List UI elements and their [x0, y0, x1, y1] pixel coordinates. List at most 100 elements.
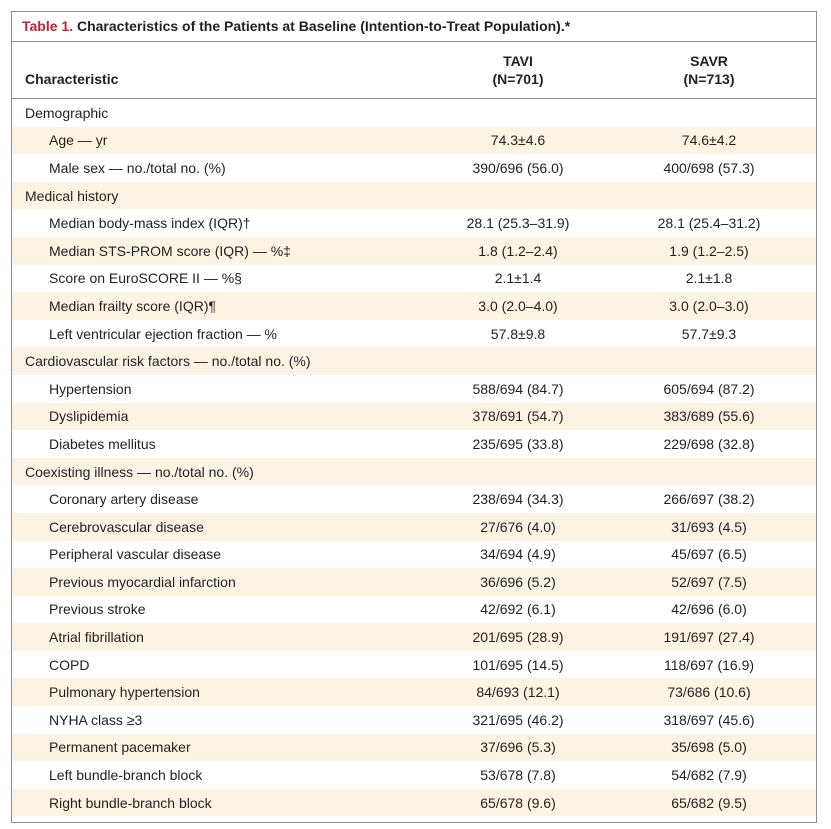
table-row: NYHA class ≥3 321/695 (46.2) 318/697 (45.6… [12, 706, 816, 734]
tavi-value: 3.0 (2.0–4.0) [478, 297, 558, 314]
savr-value: 1.9 (1.2–2.5) [669, 242, 749, 259]
table-row: Peripheral vascular disease 34/694 (4.9) 4… [12, 541, 816, 569]
table-row: Permanent pacemaker 37/696 (5.3) 35/698 (5… [12, 733, 816, 762]
row-label: Diabetes mellitus [49, 435, 156, 452]
row-label: Age — yr [49, 132, 108, 149]
tavi-value: 378/691 (54.7) [472, 408, 564, 425]
savr-value: 57.7±9.3 [681, 325, 737, 342]
tavi-value: 37/696 (5.3) [480, 739, 556, 756]
row-label: Hypertension [49, 380, 132, 397]
row-label: Pulmonary hypertension [49, 684, 200, 701]
savr-n: (N=713) [683, 71, 735, 87]
section-row: Medical history [12, 181, 816, 210]
savr-value: 2.1±1.8 [685, 270, 733, 287]
column-header-characteristic: Characteristic [25, 71, 119, 87]
table-row: Score on EuroSCORE II — %§ 2.1±1.4 2.1±1.8 [12, 265, 816, 293]
table-number: Table 1. [22, 18, 74, 34]
row-label: Male sex — no./total no. (%) [49, 159, 226, 176]
table-title: Characteristics of the Patients at Basel… [76, 18, 571, 34]
tavi-value: 84/693 (12.1) [476, 684, 560, 701]
table-row: Left ventricular ejection fraction — % 57… [12, 320, 816, 348]
savr-value: 42/696 (6.0) [671, 601, 747, 618]
row-label: COPD [49, 656, 90, 673]
tavi-value: 201/695 (28.9) [472, 629, 564, 646]
savr-value: 28.1 (25.4–31.2) [657, 215, 761, 232]
savr-value: 73/686 (10.6) [667, 684, 751, 701]
row-label: Coronary artery disease [49, 491, 199, 508]
tavi-value: 390/696 (56.0) [472, 159, 564, 176]
row-label: Right bundle-branch block [49, 794, 212, 811]
row-label: Median STS-PROM score (IQR) — %‡ [49, 242, 291, 259]
tavi-value: 42/692 (6.1) [480, 601, 556, 618]
savr-value: 45/697 (6.5) [671, 546, 747, 563]
table-row: Previous stroke 42/692 (6.1) 42/696 (6.0) [12, 596, 816, 624]
savr-value: 31/693 (4.5) [671, 518, 747, 535]
tavi-name: TAVI [503, 53, 533, 69]
table-body: Demographic Age — yr 74.3±4.6 74.6±4.2 Male … [12, 99, 816, 817]
table-row: Median body-mass index (IQR)† 28.1 (25.3–… [12, 209, 816, 237]
tavi-value: 53/678 (7.8) [480, 767, 556, 784]
savr-name: SAVR [690, 53, 728, 69]
table-row: Pulmonary hypertension 84/693 (12.1) 73/68… [12, 678, 816, 707]
row-label: Score on EuroSCORE II — %§ [49, 270, 242, 287]
savr-value: 54/682 (7.9) [671, 767, 747, 784]
savr-value: 118/697 (16.9) [663, 656, 755, 673]
savr-value: 191/697 (27.4) [663, 629, 755, 646]
savr-value: 35/698 (5.0) [671, 739, 747, 756]
row-label: Dyslipidemia [49, 408, 129, 425]
tavi-value: 74.3±4.6 [490, 132, 546, 149]
table-row: Age — yr 74.3±4.6 74.6±4.2 [12, 126, 816, 155]
section-row: Coexisting illness — no./total no. (%) [12, 457, 816, 486]
table-row: Median frailty score (IQR)¶ 3.0 (2.0–4.0)… [12, 292, 816, 320]
tavi-value: 101/695 (14.5) [472, 656, 564, 673]
header-divider [12, 98, 816, 99]
row-label: Cerebrovascular disease [49, 518, 204, 535]
savr-value: 52/697 (7.5) [671, 573, 747, 590]
section-label: Coexisting illness — no./total no. (%) [25, 463, 254, 480]
section-row: Cardiovascular risk factors — no./total … [12, 347, 816, 375]
section-label: Medical history [25, 187, 119, 204]
section-row: Demographic [12, 99, 816, 127]
tavi-value: 235/695 (33.8) [472, 435, 564, 452]
tavi-value: 28.1 (25.3–31.9) [466, 215, 570, 232]
tavi-value: 34/694 (4.9) [480, 546, 556, 563]
row-label: Median body-mass index (IQR)† [49, 215, 251, 232]
table-caption: Table 1. Characteristics of the Patients… [12, 12, 816, 42]
tavi-value: 321/695 (46.2) [472, 711, 564, 728]
row-label: Median frailty score (IQR)¶ [49, 297, 217, 314]
tavi-value: 27/676 (4.0) [480, 518, 556, 535]
savr-value: 605/694 (87.2) [663, 380, 755, 397]
savr-value: 266/697 (38.2) [663, 491, 755, 508]
savr-value: 400/698 (57.3) [663, 159, 755, 176]
section-label: Cardiovascular risk factors — no./total … [25, 353, 311, 370]
table-row: Diabetes mellitus 235/695 (33.8) 229/698 (… [12, 430, 816, 458]
savr-value: 383/689 (55.6) [663, 408, 755, 425]
row-label: NYHA class ≥3 [49, 711, 143, 728]
row-label: Atrial fibrillation [49, 629, 144, 646]
tavi-value: 238/694 (34.3) [472, 491, 564, 508]
savr-value: 318/697 (45.6) [663, 711, 755, 728]
tavi-value: 2.1±1.4 [494, 270, 542, 287]
tavi-value: 1.8 (1.2–2.4) [478, 242, 558, 259]
savr-value: 229/698 (32.8) [663, 435, 755, 452]
table-row: Right bundle-branch block 65/678 (9.6) 65/… [12, 788, 816, 817]
section-label: Demographic [25, 104, 109, 121]
savr-value: 3.0 (2.0–3.0) [669, 297, 749, 314]
table-row: Coronary artery disease 238/694 (34.3) 266… [12, 485, 816, 513]
table-row: Hypertension 588/694 (84.7) 605/694 (87.2) [12, 375, 816, 403]
savr-value: 74.6±4.2 [681, 132, 737, 149]
column-header-tavi: TAVI (N=701) [468, 52, 568, 88]
row-label: Previous myocardial infarction [49, 573, 236, 590]
table-row: Previous myocardial infarction 36/696 (5.… [12, 568, 816, 596]
table-row: COPD 101/695 (14.5) 118/697 (16.9) [12, 651, 816, 679]
tavi-n: (N=701) [492, 71, 544, 87]
tavi-value: 588/694 (84.7) [472, 380, 564, 397]
row-label: Peripheral vascular disease [49, 546, 221, 563]
tavi-value: 65/678 (9.6) [480, 794, 556, 811]
row-label: Permanent pacemaker [49, 739, 191, 756]
column-header-savr: SAVR (N=713) [659, 52, 759, 88]
table-row: Dyslipidemia 378/691 (54.7) 383/689 (55.6) [12, 402, 816, 431]
savr-value: 65/682 (9.5) [671, 794, 747, 811]
table-row: Cerebrovascular disease 27/676 (4.0) 31/69… [12, 512, 816, 541]
tavi-value: 36/696 (5.2) [480, 573, 556, 590]
